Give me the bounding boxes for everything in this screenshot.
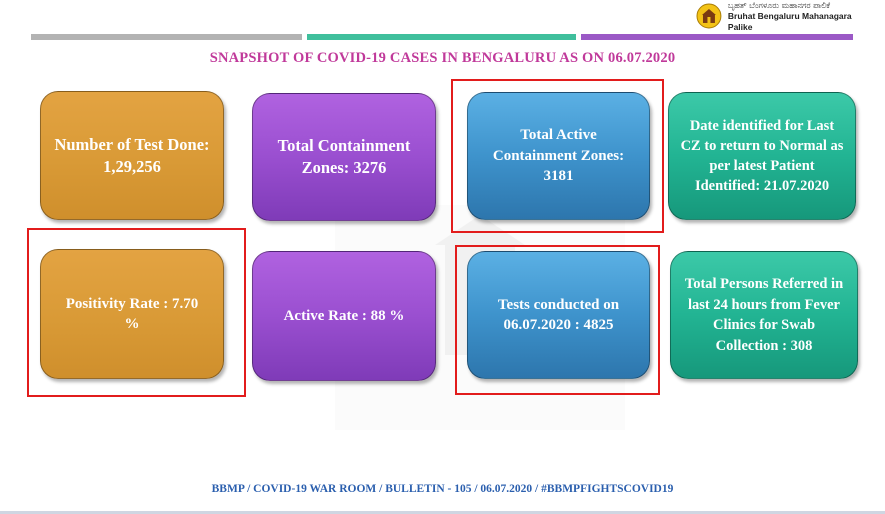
top-bar-purple <box>581 34 853 40</box>
bulletin-footer: BBMP / COVID-19 WAR ROOM / BULLETIN - 10… <box>211 483 674 495</box>
highlight-tests-conducted <box>455 245 660 395</box>
highlight-active-containment <box>451 79 664 233</box>
card-active-rate: Active Rate : 88 % <box>252 251 436 381</box>
fever-clinic-referrals-text: Total Persons Referred in last 24 hours … <box>684 276 844 354</box>
highlight-positivity-rate <box>27 228 246 397</box>
containment-zones-text: Total Containment Zones: 3276 <box>277 136 411 177</box>
positivity-rate-text: Positivity Rate : 7.70 % <box>65 295 199 333</box>
card-fever-clinic-referrals: Total Persons Referred in last 24 hours … <box>670 251 858 379</box>
bbmp-emblem-icon <box>696 3 722 29</box>
card-positivity-rate: Positivity Rate : 7.70 % <box>40 249 224 379</box>
card-tests-conducted: Tests conducted on 06.07.2020 : 4825 <box>467 251 650 379</box>
cz-return-date-text: Date identified for Last CZ to return to… <box>680 118 844 194</box>
logo-kannada-text: ಬೃಹತ್ ಬೆಂಗಳೂರು ಮಹಾನಗರ ಪಾಲಿಕೆ <box>727 0 831 10</box>
bbmp-logo: ಬೃಹತ್ ಬೆಂಗಳೂರು ಮಹಾನಗರ ಪಾಲಿಕೆ Bruhat Beng… <box>696 0 878 32</box>
top-bar-gray <box>31 34 302 40</box>
active-rate-text: Active Rate : 88 % <box>283 307 405 324</box>
tests-conducted-text: Tests conducted on 06.07.2020 : 4825 <box>497 296 620 334</box>
logo-english-text: Bruhat Bengaluru Mahanagara Palike <box>727 10 852 32</box>
tests-done-text: Number of Test Done: 1,29,256 <box>54 134 210 176</box>
card-containment-zones: Total Containment Zones: 3276 <box>252 93 436 221</box>
card-cz-return-date: Date identified for Last CZ to return to… <box>668 92 856 220</box>
card-tests-done: Number of Test Done: 1,29,256 <box>40 91 224 220</box>
card-active-containment-zones: Total Active Containment Zones: 3181 <box>467 92 650 220</box>
bottom-divider <box>0 511 885 514</box>
active-containment-zones-text: Total Active Containment Zones: 3181 <box>492 127 625 185</box>
top-bar-teal <box>307 34 576 40</box>
page-title: SNAPSHOT OF COVID-19 CASES IN BENGALURU … <box>209 50 676 66</box>
